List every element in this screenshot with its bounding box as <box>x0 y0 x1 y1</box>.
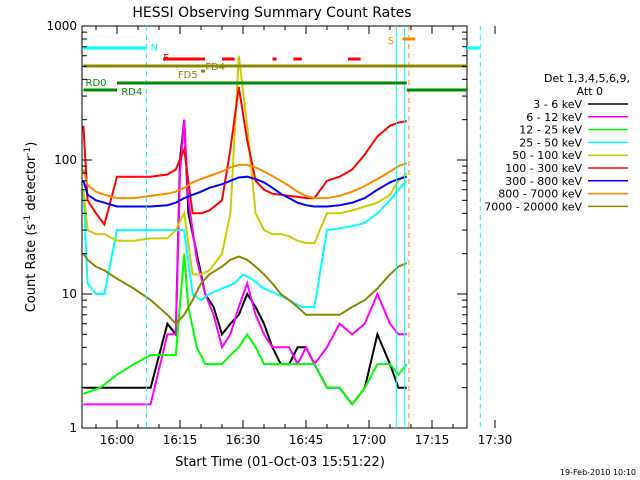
series-line-1 <box>83 119 407 406</box>
legend-header-2: Att 0 <box>577 85 603 98</box>
x-tick-label-3: 16:45 <box>289 433 324 447</box>
legend-label-7: 800 - 7000 keV <box>498 188 582 201</box>
plot-frame <box>81 25 468 429</box>
series-line-3 <box>82 180 408 308</box>
chart-title: HESSI Observing Summary Count Rates <box>132 5 411 21</box>
y-axis-label-mid: detector <box>24 155 39 215</box>
series-line-5 <box>82 86 407 227</box>
annotation-label-2: FD4 <box>205 62 225 73</box>
legend-label-3: 25 - 50 keV <box>519 136 582 149</box>
y-tick-label-1: 10 <box>62 287 77 301</box>
y-axis-label: Count Rate (s-1 detector-1) <box>23 142 39 313</box>
annotation-layer: NF FD4 FD5 RD0 RD4 S <box>83 26 481 428</box>
y-tick-label-0: 1 <box>69 421 77 435</box>
series-line-2 <box>83 253 408 407</box>
series-line-4 <box>82 55 408 276</box>
x-tick-label-2: 16:30 <box>226 433 261 447</box>
series-line-7 <box>82 162 408 200</box>
x-tick-label-1: 16:15 <box>163 433 198 447</box>
annotation-label-5: RD4 <box>121 87 142 98</box>
timestamp: 19-Feb-2010 10:10 <box>560 468 636 477</box>
annotation-label-1: F <box>163 53 169 64</box>
x-tick-label-0: 16:00 <box>100 433 135 447</box>
legend-label-4: 50 - 100 keV <box>512 149 582 162</box>
legend-label-5: 100 - 300 keV <box>505 162 582 175</box>
x-axis-label: Start Time (01-Oct-03 15:51:22) <box>175 455 385 470</box>
legend-label-2: 12 - 25 keV <box>519 124 582 137</box>
annotation-label-4: RD0 <box>86 78 107 89</box>
series-line-8 <box>82 253 408 326</box>
annotation-label-3: FD5 <box>178 70 198 81</box>
x-tick-label-4: 17:00 <box>352 433 387 447</box>
legend-label-0: 3 - 6 keV <box>533 98 582 111</box>
y-axis-label-sup2: -1 <box>23 147 33 156</box>
y-axis-label-sup1: -1 <box>23 215 33 224</box>
y-tick-label-3: 1000 <box>46 19 77 33</box>
legend-label-8: 7000 - 20000 keV <box>484 200 582 213</box>
legend-label-6: 300 - 800 keV <box>505 175 582 188</box>
x-tick-label-5: 17:15 <box>415 433 450 447</box>
y-tick-label-2: 100 <box>54 153 77 167</box>
annotation-label-6: S <box>388 36 394 47</box>
y-axis-label-main: Count Rate (s <box>24 224 39 313</box>
series-layer <box>82 55 408 407</box>
legend-header-1: Det 1,3,4,5,6,9, <box>544 72 630 85</box>
series-line-6 <box>82 175 408 208</box>
annotation-label-0: N <box>151 43 158 54</box>
x-axis: 16:00 16:15 16:30 16:45 17:00 17:15 17:30 <box>95 26 513 447</box>
x-tick-label-6: 17:30 <box>478 433 513 447</box>
y-axis: 1 10 100 1000 <box>46 19 467 435</box>
y-axis-label-end: ) <box>24 142 39 147</box>
legend-label-1: 6 - 12 keV <box>526 111 582 124</box>
